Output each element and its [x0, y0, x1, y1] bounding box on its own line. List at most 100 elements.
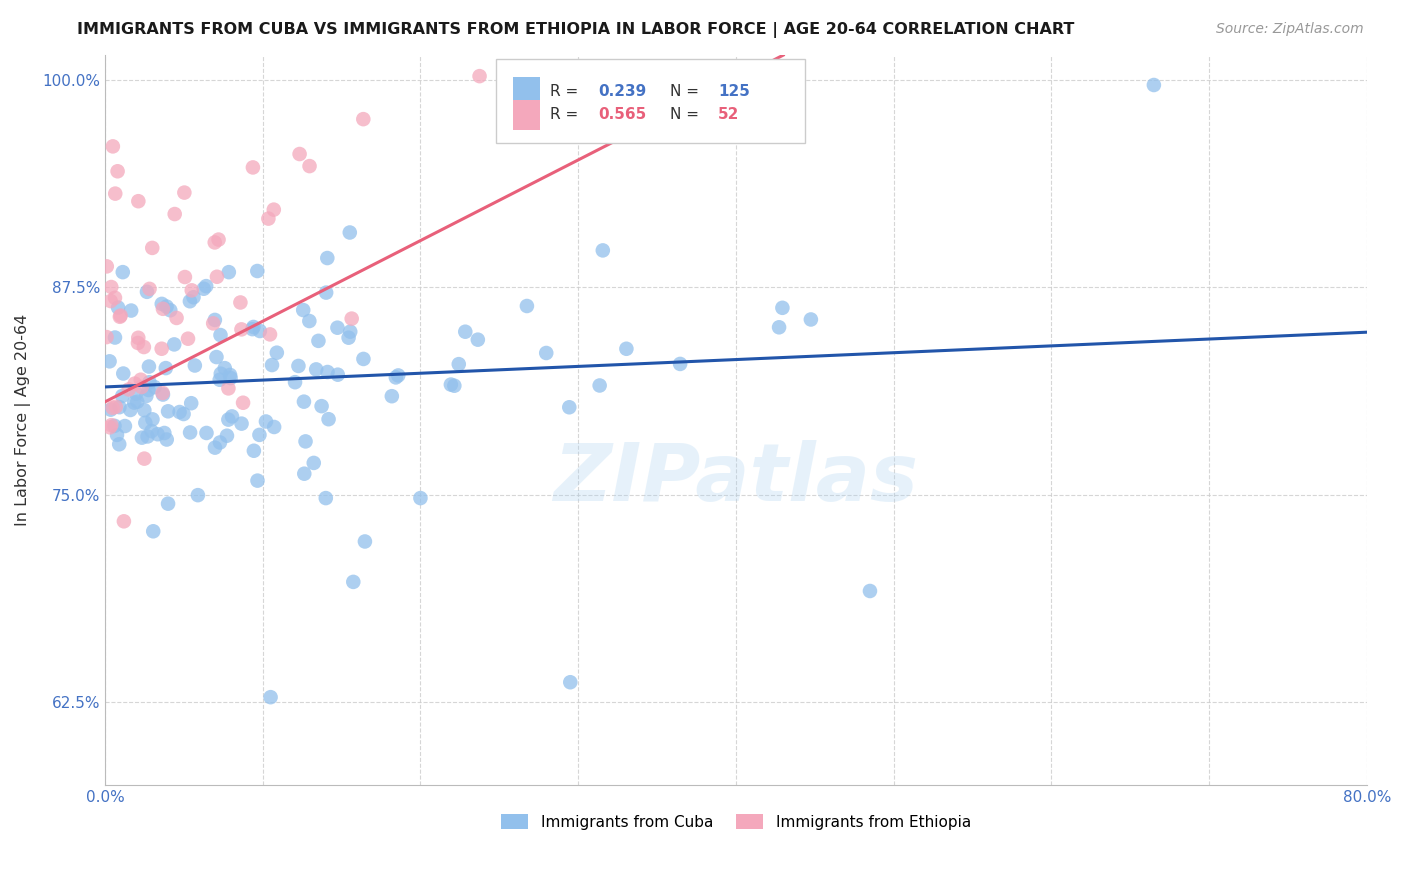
Point — [163, 207, 186, 221]
Point — [157, 497, 180, 511]
Point — [100, 418, 122, 433]
Point — [179, 294, 201, 309]
Point — [152, 387, 174, 401]
Point — [219, 371, 242, 385]
Point — [174, 270, 197, 285]
Point — [288, 147, 311, 161]
Point — [134, 451, 156, 466]
Point — [409, 491, 432, 505]
Point — [287, 359, 309, 373]
Point — [242, 320, 264, 334]
Point — [195, 279, 218, 293]
Point — [536, 346, 558, 360]
Point — [260, 358, 283, 372]
Point — [100, 294, 122, 309]
Point — [259, 327, 281, 342]
Point — [337, 331, 360, 345]
Point — [138, 375, 160, 389]
FancyBboxPatch shape — [513, 77, 540, 106]
Point — [135, 389, 157, 403]
Point — [129, 373, 152, 387]
Point — [127, 194, 149, 209]
Point — [127, 331, 149, 345]
Legend: Immigrants from Cuba, Immigrants from Ethiopia: Immigrants from Cuba, Immigrants from Et… — [495, 807, 977, 836]
Point — [302, 456, 325, 470]
Point — [169, 405, 191, 419]
Point — [180, 284, 202, 298]
Point — [385, 370, 408, 384]
Point — [208, 435, 231, 450]
Text: 0.565: 0.565 — [599, 108, 647, 122]
Point — [311, 399, 333, 413]
Point — [768, 320, 790, 334]
Point — [326, 368, 349, 382]
Point — [112, 514, 135, 528]
Text: 0.239: 0.239 — [599, 84, 647, 99]
Point — [219, 368, 242, 382]
Point — [284, 375, 307, 389]
Point — [266, 345, 288, 359]
Point — [159, 303, 181, 318]
Point — [103, 418, 125, 433]
Point — [208, 373, 231, 387]
Point — [352, 112, 374, 127]
Point — [138, 359, 160, 374]
Point — [100, 280, 122, 294]
FancyBboxPatch shape — [496, 59, 806, 143]
Point — [443, 378, 465, 392]
Point — [254, 415, 277, 429]
Text: 125: 125 — [718, 84, 751, 99]
Point — [800, 312, 823, 326]
Point — [447, 357, 470, 371]
Text: N =: N = — [671, 84, 704, 99]
Point — [859, 584, 882, 599]
Point — [454, 325, 477, 339]
Point — [339, 226, 361, 240]
Point — [298, 314, 321, 328]
Point — [467, 333, 489, 347]
Point — [316, 251, 339, 265]
Point — [132, 340, 155, 354]
Text: IMMIGRANTS FROM CUBA VS IMMIGRANTS FROM ETHIOPIA IN LABOR FORCE | AGE 20-64 CORR: IMMIGRANTS FROM CUBA VS IMMIGRANTS FROM … — [77, 22, 1074, 38]
Point — [152, 386, 174, 401]
Point — [141, 412, 163, 426]
Point — [157, 404, 180, 418]
Point — [195, 425, 218, 440]
Point — [217, 381, 239, 395]
Point — [131, 380, 153, 394]
Point — [204, 235, 226, 250]
Point — [242, 161, 264, 175]
Point — [558, 401, 581, 415]
Point — [96, 260, 118, 274]
Point — [315, 491, 337, 505]
Point — [307, 334, 329, 348]
Point — [669, 357, 692, 371]
Point — [125, 386, 148, 401]
Point — [316, 365, 339, 379]
Point — [108, 400, 131, 414]
Point — [616, 342, 638, 356]
Y-axis label: In Labor Force | Age 20-64: In Labor Force | Age 20-64 — [15, 314, 31, 526]
Point — [354, 534, 377, 549]
Point — [98, 420, 121, 434]
Point — [209, 328, 232, 343]
Point — [111, 389, 134, 403]
Point — [231, 322, 253, 336]
Point — [120, 303, 142, 318]
Point — [592, 244, 614, 258]
Point — [100, 402, 122, 417]
Point — [183, 290, 205, 304]
Point — [339, 325, 361, 339]
Point — [292, 303, 315, 318]
Point — [142, 524, 165, 539]
Point — [318, 412, 340, 426]
Point — [136, 429, 159, 443]
Point — [204, 313, 226, 327]
Point — [111, 265, 134, 279]
Point — [120, 403, 142, 417]
Point — [243, 443, 266, 458]
Point — [166, 310, 188, 325]
Point — [138, 282, 160, 296]
Point — [263, 202, 285, 217]
Point — [156, 300, 179, 314]
